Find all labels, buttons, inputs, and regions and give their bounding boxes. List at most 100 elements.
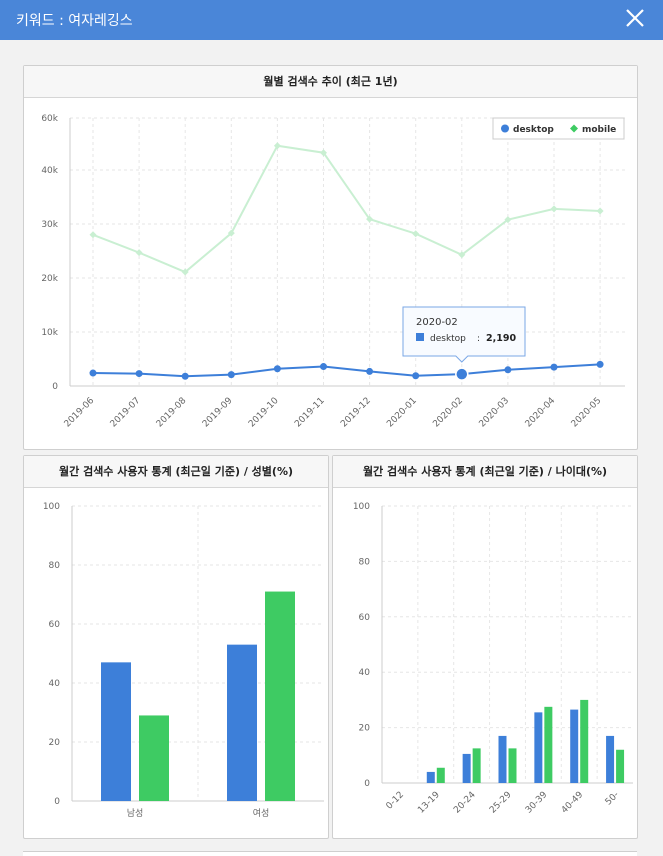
- legend-box: [492, 117, 625, 140]
- x-tick-label: 0-12: [385, 790, 407, 812]
- x-tick-label: 30-39: [524, 790, 550, 816]
- tooltip-value: 2,190: [486, 333, 516, 344]
- y-tick-label: 0: [54, 797, 60, 807]
- mobile-point: [89, 231, 97, 239]
- x-tick-label: 2020-05: [570, 396, 604, 430]
- legend-desktop-label: desktop: [513, 125, 554, 135]
- desktop-bar: [227, 644, 257, 801]
- x-tick-label: 여성: [253, 807, 270, 819]
- mobile-bar: [472, 748, 481, 783]
- x-tick-label: 2020-01: [385, 396, 419, 430]
- mobile-point: [135, 249, 143, 257]
- mobile-bar: [544, 706, 553, 783]
- mobile-bar: [580, 699, 589, 783]
- monthly-trend-title: 월별 검색수 추이 (최근 1년): [24, 66, 637, 98]
- desktop-point: [181, 372, 189, 380]
- x-tick-label: 2019-06: [63, 396, 97, 430]
- tooltip-box: [402, 306, 526, 363]
- y-tick-label: 40k: [41, 166, 58, 176]
- y-tick-label: 30k: [41, 220, 58, 230]
- y-tick-label: 60: [359, 613, 371, 623]
- mobile-bar: [436, 767, 445, 783]
- legend-mobile-label: mobile: [582, 125, 616, 135]
- legend-desktop-icon: [501, 124, 509, 133]
- x-tick-label: 2019-08: [155, 396, 189, 430]
- mobile-point: [181, 268, 189, 276]
- tooltip-series-label: desktop: [430, 334, 466, 344]
- mobile-point: [550, 205, 558, 213]
- x-tick-label: 2019-07: [109, 396, 143, 430]
- x-tick-label: 13-19: [416, 790, 442, 816]
- legend-mobile-icon: [570, 124, 578, 133]
- age-stats-title: 월간 검색수 사용자 통계 (최근일 기준) / 나이대(%): [333, 456, 637, 488]
- desktop-bar: [101, 662, 131, 801]
- desktop-point: [135, 370, 143, 378]
- mobile-bar: [508, 748, 517, 783]
- x-tick-label: 2020-03: [478, 396, 512, 430]
- y-tick-label: 20: [359, 724, 371, 734]
- x-tick-label: 2019-11: [293, 396, 327, 430]
- y-tick-label: 40: [359, 668, 371, 678]
- y-tick-label: 0: [52, 382, 58, 392]
- desktop-point: [89, 369, 97, 377]
- gender-stats-title: 월간 검색수 사용자 통계 (최근일 기준) / 성별(%): [24, 456, 328, 488]
- next-panel-edge: [23, 851, 637, 856]
- y-tick-label: 60: [49, 620, 61, 630]
- mobile-series-line: [92, 144, 601, 274]
- x-tick-label: 50-: [604, 790, 621, 807]
- mobile-point: [366, 215, 374, 223]
- close-icon[interactable]: [620, 4, 650, 34]
- x-tick-label: 2019-09: [201, 396, 235, 430]
- y-tick-label: 20k: [41, 274, 58, 284]
- desktop-bar: [498, 735, 507, 783]
- title-bar: 키워드 : 여자레깅스: [0, 0, 663, 40]
- desktop-point: [455, 367, 469, 381]
- desktop-point: [550, 363, 558, 371]
- desktop-bar: [534, 712, 543, 783]
- x-tick-label: 2019-10: [247, 396, 281, 430]
- age-stats-chart: 0 20 40 60 80 100 0-12 13-19 20-24 25-29 30-39 40-4…: [353, 502, 633, 816]
- y-tick-label: 100: [43, 502, 60, 512]
- mobile-point: [227, 229, 235, 237]
- gender-stats-panel: 월간 검색수 사용자 통계 (최근일 기준) / 성별(%) 0 20 40 60 80…: [23, 455, 329, 839]
- y-tick-label: 100: [353, 502, 370, 512]
- desktop-bar: [570, 709, 579, 783]
- monthly-trend-panel: 월별 검색수 추이 (최근 1년) 0 10k 20k 30k 40k 60k 2019-0…: [23, 65, 638, 450]
- y-tick-label: 10k: [41, 328, 58, 338]
- desktop-point: [504, 366, 512, 374]
- x-tick-label: 2019-12: [339, 396, 373, 430]
- desktop-series-line: [92, 363, 601, 378]
- y-tick-label: 20: [49, 738, 61, 748]
- mobile-point: [596, 207, 604, 215]
- x-tick-label: 25-29: [488, 790, 514, 816]
- tooltip-series-icon: [416, 333, 424, 341]
- monthly-trend-chart: 0 10k 20k 30k 40k 60k 2019-06 2019-07 2019-08 201…: [41, 114, 625, 430]
- desktop-bar: [606, 735, 615, 783]
- desktop-point: [273, 365, 281, 373]
- y-tick-label: 40: [49, 679, 61, 689]
- x-tick-label: 20-24: [452, 790, 478, 816]
- x-tick-label: 남성: [127, 808, 144, 819]
- window-title: 키워드 : 여자레깅스: [16, 13, 133, 29]
- mobile-point: [504, 216, 512, 224]
- desktop-point: [320, 363, 327, 371]
- mobile-point: [320, 149, 327, 157]
- tooltip-separator: :: [477, 334, 480, 344]
- mobile-bar: [616, 749, 625, 783]
- mobile-point: [458, 251, 466, 259]
- tooltip-title: 2020-02: [416, 317, 458, 328]
- mobile-bar: [139, 715, 169, 801]
- desktop-point: [596, 360, 604, 368]
- mobile-point: [412, 230, 420, 238]
- x-tick-label: 2020-02: [431, 396, 465, 430]
- mobile-bar: [265, 591, 295, 801]
- desktop-point: [227, 371, 235, 379]
- desktop-point: [366, 367, 374, 375]
- y-tick-label: 60k: [41, 114, 58, 124]
- mobile-point: [273, 142, 281, 150]
- desktop-bar: [426, 771, 435, 783]
- x-tick-label: 2020-04: [524, 396, 558, 430]
- y-tick-label: 80: [49, 561, 61, 571]
- x-tick-label: 40-49: [560, 790, 586, 816]
- desktop-point: [412, 372, 420, 380]
